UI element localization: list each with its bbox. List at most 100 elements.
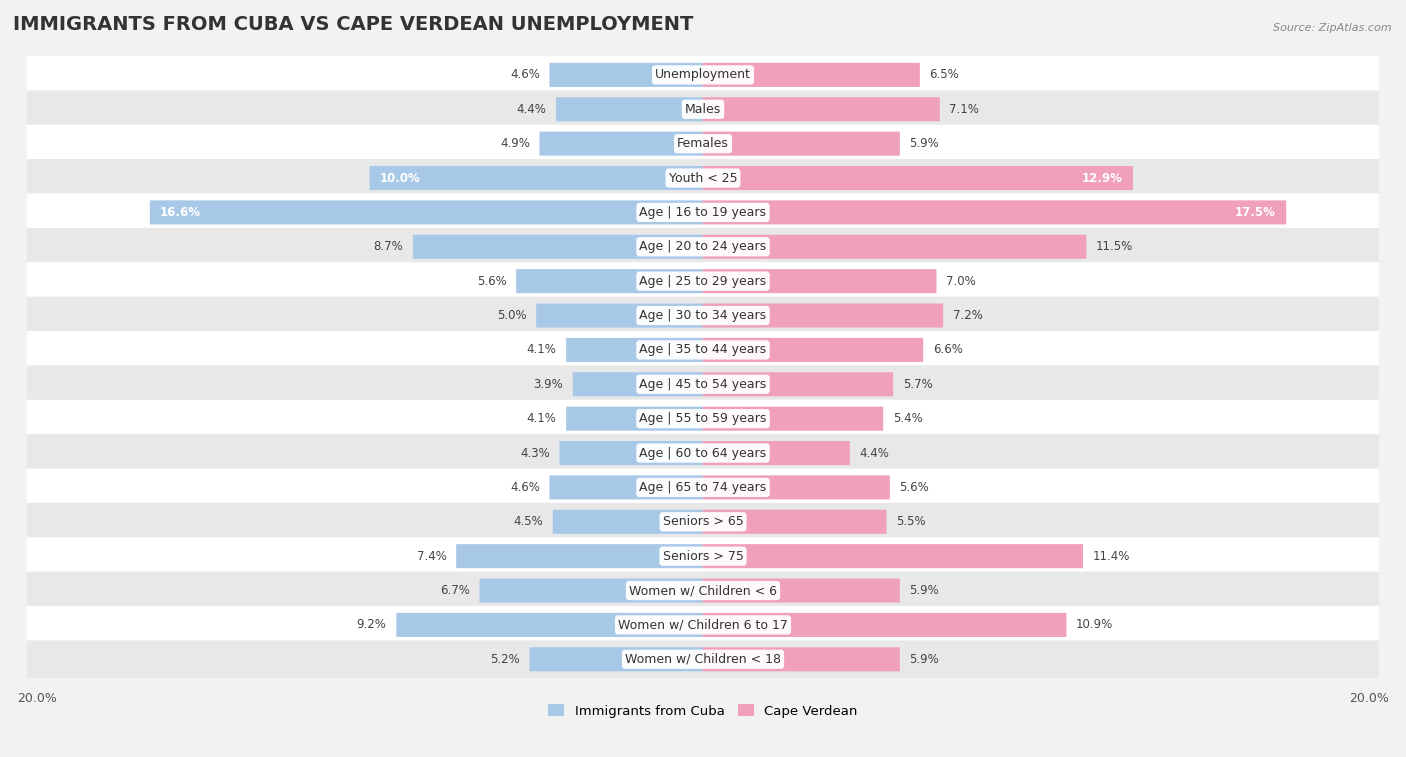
Text: Age | 16 to 19 years: Age | 16 to 19 years: [640, 206, 766, 219]
FancyBboxPatch shape: [479, 578, 703, 603]
Text: 12.9%: 12.9%: [1081, 172, 1122, 185]
FancyBboxPatch shape: [150, 201, 703, 224]
Text: 10.0%: 10.0%: [380, 172, 420, 185]
FancyBboxPatch shape: [703, 578, 900, 603]
FancyBboxPatch shape: [18, 434, 1388, 472]
Text: 7.1%: 7.1%: [949, 103, 980, 116]
FancyBboxPatch shape: [550, 475, 703, 500]
Text: 7.4%: 7.4%: [416, 550, 447, 562]
FancyBboxPatch shape: [18, 606, 1388, 644]
Text: 5.9%: 5.9%: [910, 137, 939, 150]
FancyBboxPatch shape: [18, 537, 1388, 575]
FancyBboxPatch shape: [536, 304, 703, 328]
Text: 10.9%: 10.9%: [1076, 618, 1114, 631]
Text: 5.4%: 5.4%: [893, 412, 922, 425]
Text: 4.4%: 4.4%: [516, 103, 547, 116]
Text: 6.7%: 6.7%: [440, 584, 470, 597]
Text: Age | 65 to 74 years: Age | 65 to 74 years: [640, 481, 766, 494]
Text: 5.9%: 5.9%: [910, 653, 939, 666]
Text: Age | 30 to 34 years: Age | 30 to 34 years: [640, 309, 766, 322]
Text: 4.6%: 4.6%: [510, 481, 540, 494]
FancyBboxPatch shape: [703, 613, 1066, 637]
FancyBboxPatch shape: [572, 372, 703, 397]
FancyBboxPatch shape: [550, 63, 703, 87]
FancyBboxPatch shape: [703, 304, 943, 328]
FancyBboxPatch shape: [703, 97, 939, 121]
FancyBboxPatch shape: [413, 235, 703, 259]
FancyBboxPatch shape: [18, 56, 1388, 94]
Text: 5.2%: 5.2%: [491, 653, 520, 666]
Text: 4.5%: 4.5%: [513, 516, 543, 528]
Text: IMMIGRANTS FROM CUBA VS CAPE VERDEAN UNEMPLOYMENT: IMMIGRANTS FROM CUBA VS CAPE VERDEAN UNE…: [14, 15, 693, 34]
FancyBboxPatch shape: [530, 647, 703, 671]
FancyBboxPatch shape: [703, 132, 900, 156]
FancyBboxPatch shape: [560, 441, 703, 465]
FancyBboxPatch shape: [18, 469, 1388, 506]
Text: 9.2%: 9.2%: [357, 618, 387, 631]
FancyBboxPatch shape: [703, 509, 887, 534]
Text: 4.1%: 4.1%: [527, 412, 557, 425]
FancyBboxPatch shape: [703, 544, 1083, 569]
FancyBboxPatch shape: [370, 166, 703, 190]
FancyBboxPatch shape: [18, 400, 1388, 438]
FancyBboxPatch shape: [540, 132, 703, 156]
FancyBboxPatch shape: [18, 262, 1388, 300]
FancyBboxPatch shape: [703, 647, 900, 671]
FancyBboxPatch shape: [703, 407, 883, 431]
Text: Women w/ Children 6 to 17: Women w/ Children 6 to 17: [619, 618, 787, 631]
FancyBboxPatch shape: [456, 544, 703, 569]
Text: 5.9%: 5.9%: [910, 584, 939, 597]
FancyBboxPatch shape: [567, 407, 703, 431]
FancyBboxPatch shape: [553, 509, 703, 534]
Text: 6.6%: 6.6%: [932, 344, 963, 357]
FancyBboxPatch shape: [18, 640, 1388, 678]
Text: 17.5%: 17.5%: [1234, 206, 1275, 219]
FancyBboxPatch shape: [703, 475, 890, 500]
Text: 7.0%: 7.0%: [946, 275, 976, 288]
FancyBboxPatch shape: [703, 338, 924, 362]
FancyBboxPatch shape: [703, 166, 1133, 190]
FancyBboxPatch shape: [18, 331, 1388, 369]
FancyBboxPatch shape: [18, 194, 1388, 232]
Text: 5.0%: 5.0%: [496, 309, 526, 322]
Text: Age | 25 to 29 years: Age | 25 to 29 years: [640, 275, 766, 288]
Text: Seniors > 65: Seniors > 65: [662, 516, 744, 528]
Text: 4.9%: 4.9%: [501, 137, 530, 150]
Text: 5.7%: 5.7%: [903, 378, 932, 391]
Text: Women w/ Children < 6: Women w/ Children < 6: [628, 584, 778, 597]
Text: 6.5%: 6.5%: [929, 68, 959, 82]
FancyBboxPatch shape: [567, 338, 703, 362]
Text: 4.6%: 4.6%: [510, 68, 540, 82]
FancyBboxPatch shape: [703, 235, 1087, 259]
FancyBboxPatch shape: [18, 228, 1388, 266]
Legend: Immigrants from Cuba, Cape Verdean: Immigrants from Cuba, Cape Verdean: [543, 699, 863, 723]
Text: 11.5%: 11.5%: [1097, 240, 1133, 254]
FancyBboxPatch shape: [396, 613, 703, 637]
FancyBboxPatch shape: [18, 297, 1388, 335]
Text: Age | 20 to 24 years: Age | 20 to 24 years: [640, 240, 766, 254]
Text: Seniors > 75: Seniors > 75: [662, 550, 744, 562]
FancyBboxPatch shape: [18, 366, 1388, 403]
Text: 4.3%: 4.3%: [520, 447, 550, 459]
Text: 3.9%: 3.9%: [533, 378, 564, 391]
FancyBboxPatch shape: [516, 269, 703, 293]
Text: Source: ZipAtlas.com: Source: ZipAtlas.com: [1274, 23, 1392, 33]
FancyBboxPatch shape: [703, 63, 920, 87]
Text: Age | 35 to 44 years: Age | 35 to 44 years: [640, 344, 766, 357]
Text: Age | 60 to 64 years: Age | 60 to 64 years: [640, 447, 766, 459]
FancyBboxPatch shape: [703, 441, 849, 465]
Text: 5.6%: 5.6%: [477, 275, 506, 288]
FancyBboxPatch shape: [18, 90, 1388, 128]
FancyBboxPatch shape: [557, 97, 703, 121]
Text: Age | 45 to 54 years: Age | 45 to 54 years: [640, 378, 766, 391]
Text: 11.4%: 11.4%: [1092, 550, 1130, 562]
Text: 4.1%: 4.1%: [527, 344, 557, 357]
FancyBboxPatch shape: [703, 269, 936, 293]
FancyBboxPatch shape: [18, 503, 1388, 540]
Text: 5.6%: 5.6%: [900, 481, 929, 494]
Text: Age | 55 to 59 years: Age | 55 to 59 years: [640, 412, 766, 425]
Text: 5.5%: 5.5%: [896, 516, 925, 528]
Text: Unemployment: Unemployment: [655, 68, 751, 82]
Text: 7.2%: 7.2%: [953, 309, 983, 322]
Text: 8.7%: 8.7%: [374, 240, 404, 254]
